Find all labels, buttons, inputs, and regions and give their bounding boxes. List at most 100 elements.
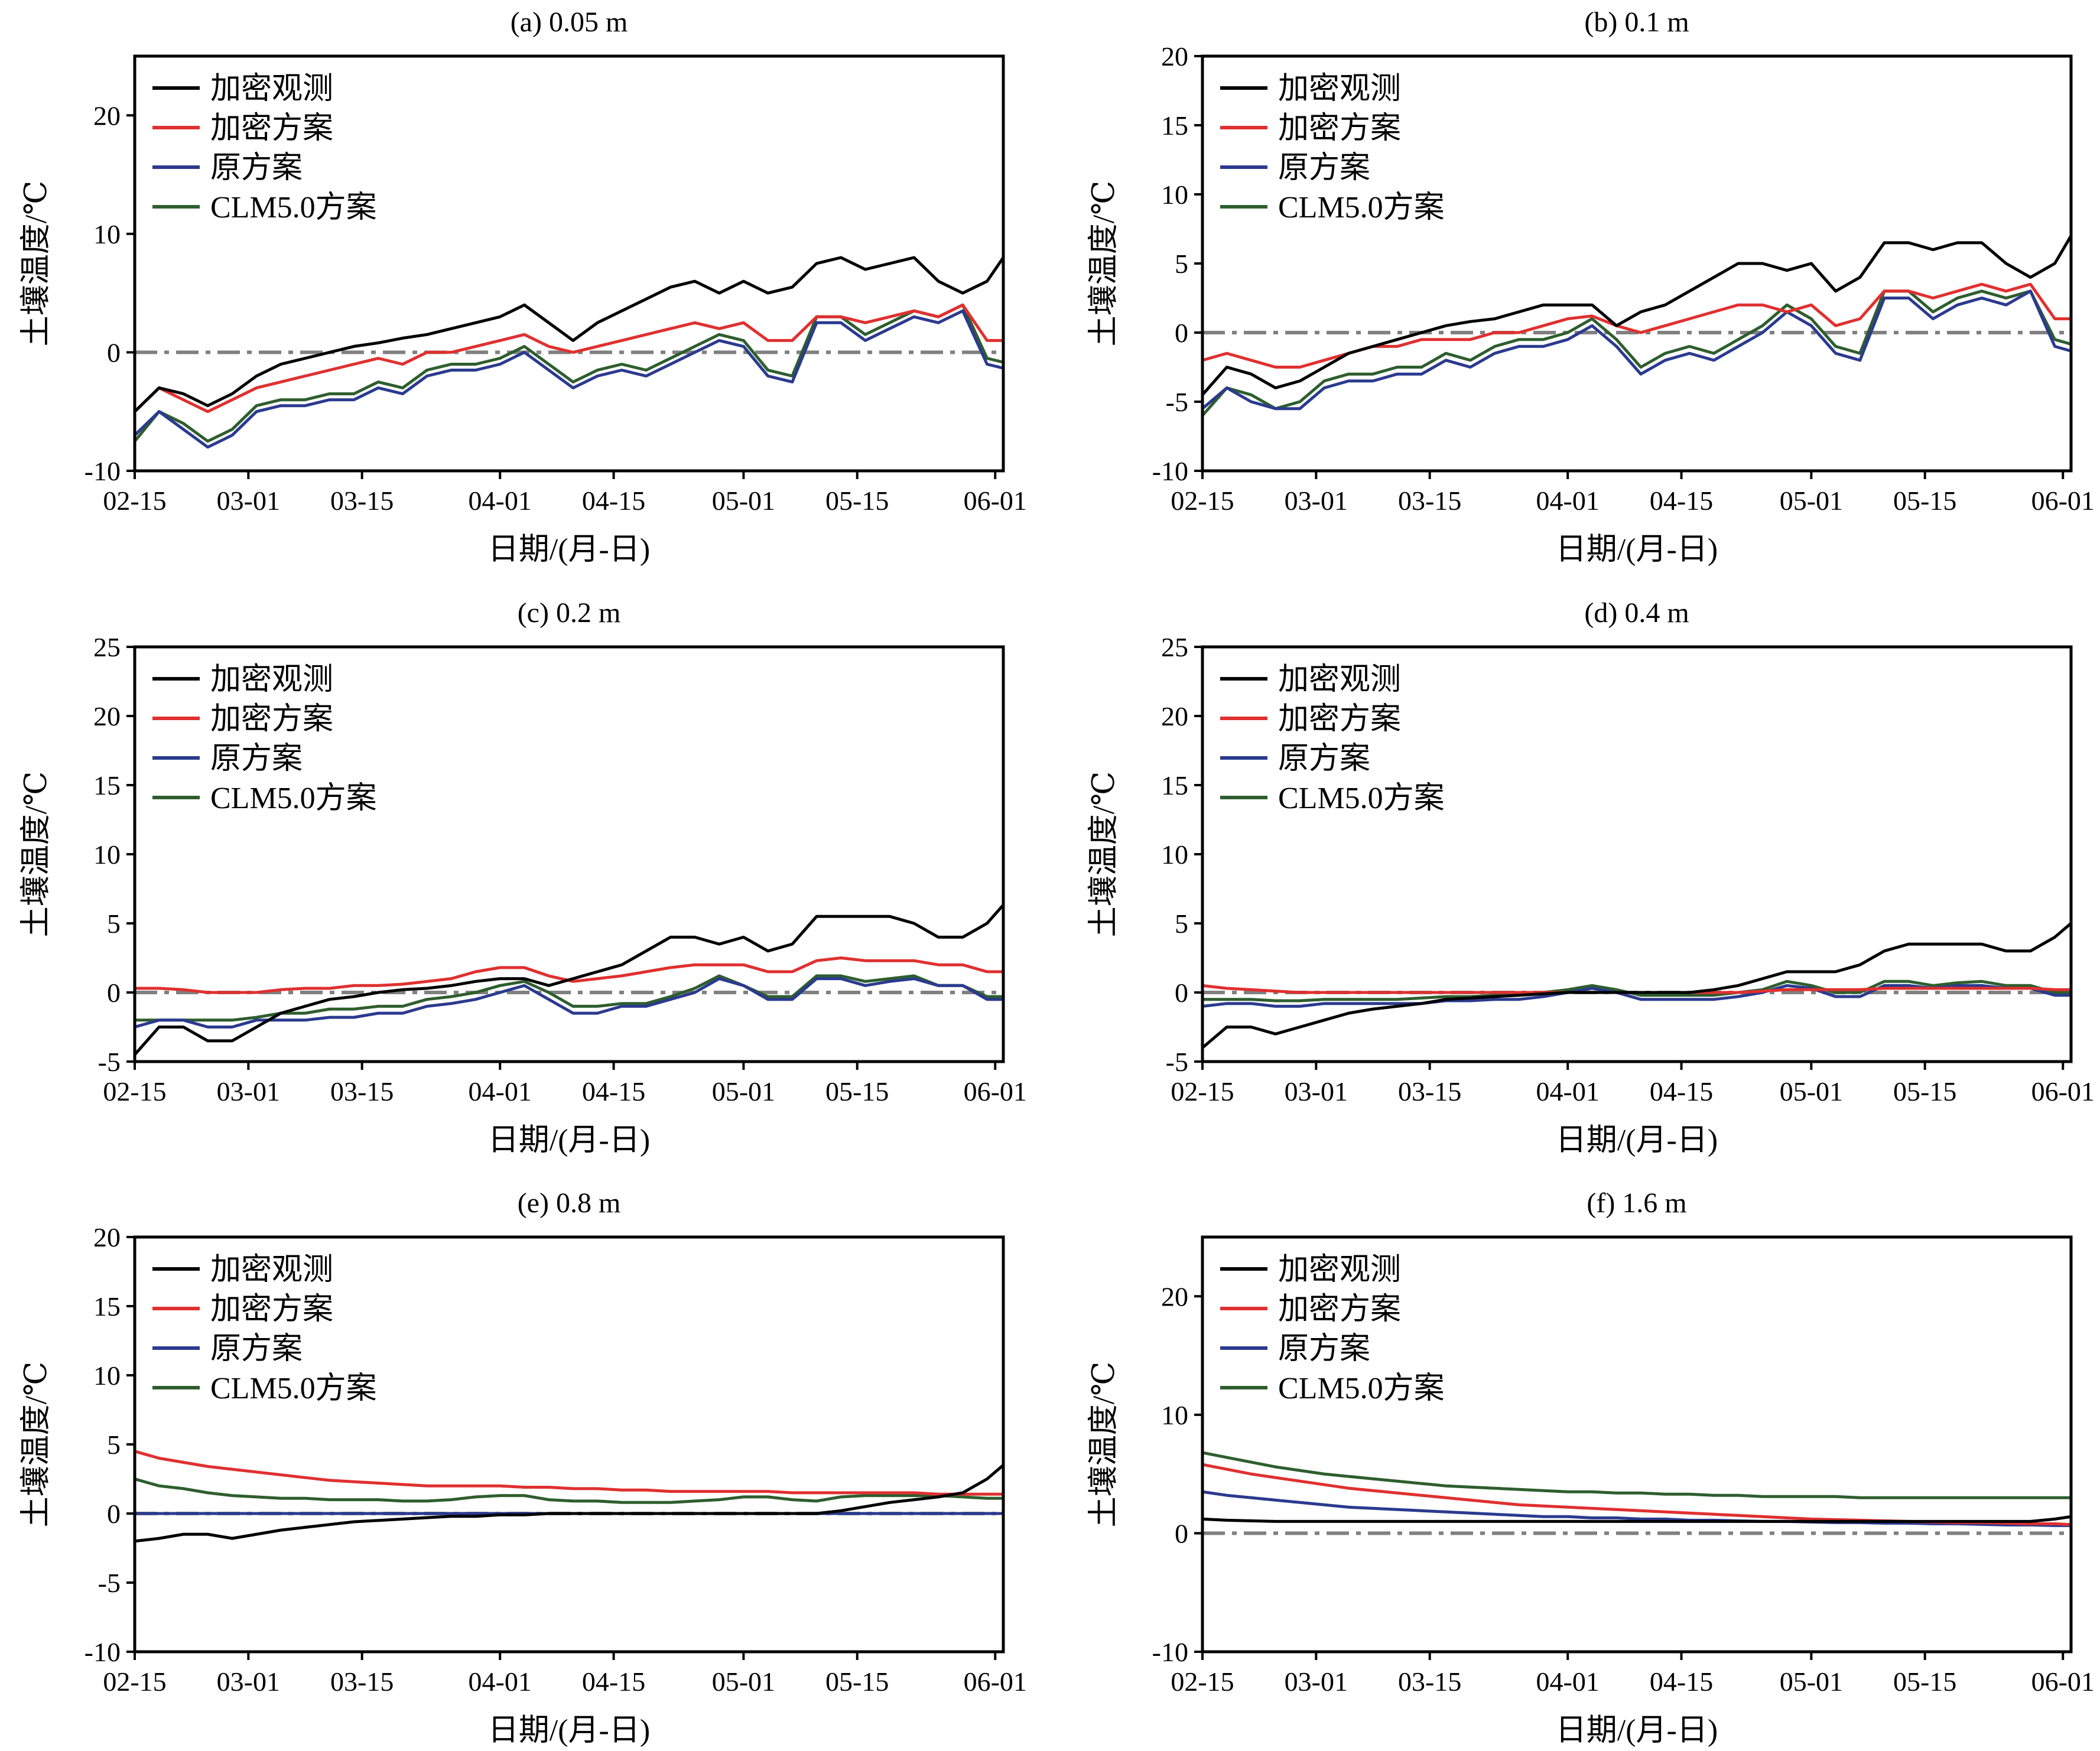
legend-label: 加密观测 — [1278, 663, 1401, 697]
y-tick-label: 20 — [93, 701, 121, 731]
y-tick-label: 10 — [93, 1361, 121, 1391]
legend-label: 加密观测 — [1278, 72, 1401, 106]
legend-label: 原方案 — [1278, 1332, 1370, 1366]
series-line — [1202, 921, 2071, 1050]
series-line — [1202, 984, 2071, 994]
series-line — [1202, 289, 2071, 417]
legend-label: 原方案 — [210, 151, 303, 185]
x-tick-label: 02-15 — [1171, 486, 1234, 516]
x-axis-label: 日期/(月-日) — [1556, 533, 1718, 567]
series-line — [1202, 282, 2071, 369]
y-tick-label: 0 — [107, 1499, 121, 1529]
series-line — [1202, 1463, 2071, 1527]
x-tick-label: 03-01 — [1285, 1667, 1348, 1697]
x-tick-label: 06-01 — [964, 1667, 1027, 1697]
x-tick-label: 03-01 — [1285, 1076, 1348, 1106]
y-tick-label: 0 — [1175, 978, 1188, 1008]
y-tick-label: 15 — [93, 1291, 121, 1322]
x-tick-label: 04-01 — [1536, 1076, 1600, 1106]
x-tick-label: 03-01 — [217, 486, 280, 516]
x-tick-label: 02-15 — [1171, 1076, 1234, 1106]
series-line — [135, 309, 1003, 449]
chart-title: (e) 0.8 m — [518, 1187, 621, 1219]
y-tick-label: -5 — [1166, 1047, 1188, 1077]
x-tick-label: 03-01 — [217, 1667, 280, 1697]
y-tick-label: 5 — [107, 909, 121, 939]
series-line — [135, 303, 1003, 443]
chart-panel: (a) 0.05 m -10 0 10 20 02-15 03-01 03-15 04-01 04… — [19, 6, 1027, 567]
series-line — [135, 1477, 1003, 1504]
x-tick-label: 05-15 — [1893, 486, 1956, 516]
y-axis-label: 土壤温度/℃ — [19, 1362, 53, 1528]
chart-panel: (f) 1.6 m -10 0 10 20 02-15 03-01 03-15 04-01 04-… — [1087, 1187, 2095, 1747]
y-axis-label: 土壤温度/℃ — [1087, 181, 1121, 347]
legend-label: 加密方案 — [1278, 702, 1401, 736]
legend-label: 原方案 — [210, 742, 303, 776]
series-group — [135, 902, 1003, 1056]
y-tick-label: 0 — [1175, 1518, 1188, 1548]
chart-title: (d) 0.4 m — [1584, 597, 1689, 629]
y-tick-label: 25 — [93, 632, 121, 662]
series-group — [1202, 1451, 2071, 1527]
y-axis-label: 土壤温度/℃ — [1087, 1362, 1121, 1528]
y-tick-label: 20 — [1161, 41, 1188, 71]
y-tick-label: 0 — [1175, 318, 1188, 348]
x-tick-label: 05-15 — [1893, 1076, 1956, 1106]
legend-label: CLM5.0方案 — [1278, 191, 1445, 224]
y-axis-label: 土壤温度/℃ — [19, 772, 53, 938]
y-tick-label: -10 — [84, 456, 121, 486]
y-tick-label: 25 — [1161, 632, 1188, 662]
x-tick-label: 06-01 — [964, 486, 1027, 516]
y-axis-label: 土壤温度/℃ — [19, 181, 53, 347]
series-line — [135, 303, 1003, 414]
legend-label: 加密观测 — [210, 663, 333, 697]
x-tick-label: 03-15 — [330, 486, 394, 516]
series-group — [135, 255, 1003, 449]
y-axis-label: 土壤温度/℃ — [1087, 772, 1121, 938]
y-tick-label: -5 — [98, 1568, 121, 1598]
y-tick-label: -10 — [84, 1637, 121, 1667]
y-tick-label: 0 — [107, 978, 121, 1008]
x-tick-label: 03-15 — [1398, 486, 1461, 516]
series-group — [1202, 233, 2071, 417]
legend-label: CLM5.0方案 — [210, 1372, 377, 1405]
x-tick-label: 05-15 — [1893, 1667, 1956, 1697]
y-tick-label: -10 — [1152, 456, 1188, 486]
x-axis-label: 日期/(月-日) — [1556, 1124, 1718, 1157]
series-line — [135, 1463, 1003, 1543]
legend-label: CLM5.0方案 — [210, 191, 377, 224]
x-tick-label: 05-15 — [825, 1667, 889, 1697]
plot-frame — [1201, 1235, 2073, 1654]
x-tick-label: 04-15 — [582, 1076, 645, 1106]
series-line — [135, 977, 1003, 1029]
y-tick-label: 15 — [1161, 770, 1188, 800]
y-tick-label: -5 — [98, 1047, 121, 1077]
x-tick-label: 05-01 — [712, 1076, 775, 1106]
y-tick-label: 10 — [1161, 180, 1188, 210]
x-tick-label: 05-15 — [825, 1076, 889, 1106]
x-axis-label: 日期/(月-日) — [488, 1124, 650, 1157]
x-tick-label: 04-01 — [469, 1076, 532, 1106]
chart-panel: (b) 0.1 m -10 -5 0 5 10 15 20 02-15 03-01 03-15 04-… — [1087, 6, 2095, 567]
series-group — [1202, 921, 2071, 1050]
y-tick-label: 5 — [1175, 909, 1188, 939]
x-tick-label: 05-01 — [712, 1667, 775, 1697]
x-tick-label: 05-01 — [1780, 1076, 1843, 1106]
y-tick-label: 10 — [1161, 1400, 1188, 1430]
chart-panel: (c) 0.2 m -5 0 5 10 15 20 25 02-15 03-01 03-15 04-0… — [19, 597, 1027, 1157]
legend-label: 加密方案 — [1278, 112, 1401, 145]
x-tick-label: 06-01 — [964, 1076, 1027, 1106]
legend-label: CLM5.0方案 — [210, 782, 377, 815]
chart-title: (b) 0.1 m — [1584, 6, 1689, 38]
y-tick-label: -10 — [1152, 1637, 1188, 1667]
x-tick-label: 03-01 — [217, 1076, 280, 1106]
legend-label: 加密方案 — [210, 1293, 333, 1326]
x-tick-label: 04-01 — [469, 486, 532, 516]
chart-panel: (e) 0.8 m -10 -5 0 5 10 15 20 02-15 03-01 03-15 04-… — [19, 1187, 1027, 1747]
chart-panel: (d) 0.4 m -5 0 5 10 15 20 25 02-15 03-01 03-15 04-0… — [1087, 597, 2095, 1157]
x-tick-label: 06-01 — [2031, 1076, 2095, 1106]
x-tick-label: 06-01 — [2031, 1667, 2095, 1697]
x-tick-label: 05-01 — [1780, 1667, 1843, 1697]
series-line — [135, 956, 1003, 994]
